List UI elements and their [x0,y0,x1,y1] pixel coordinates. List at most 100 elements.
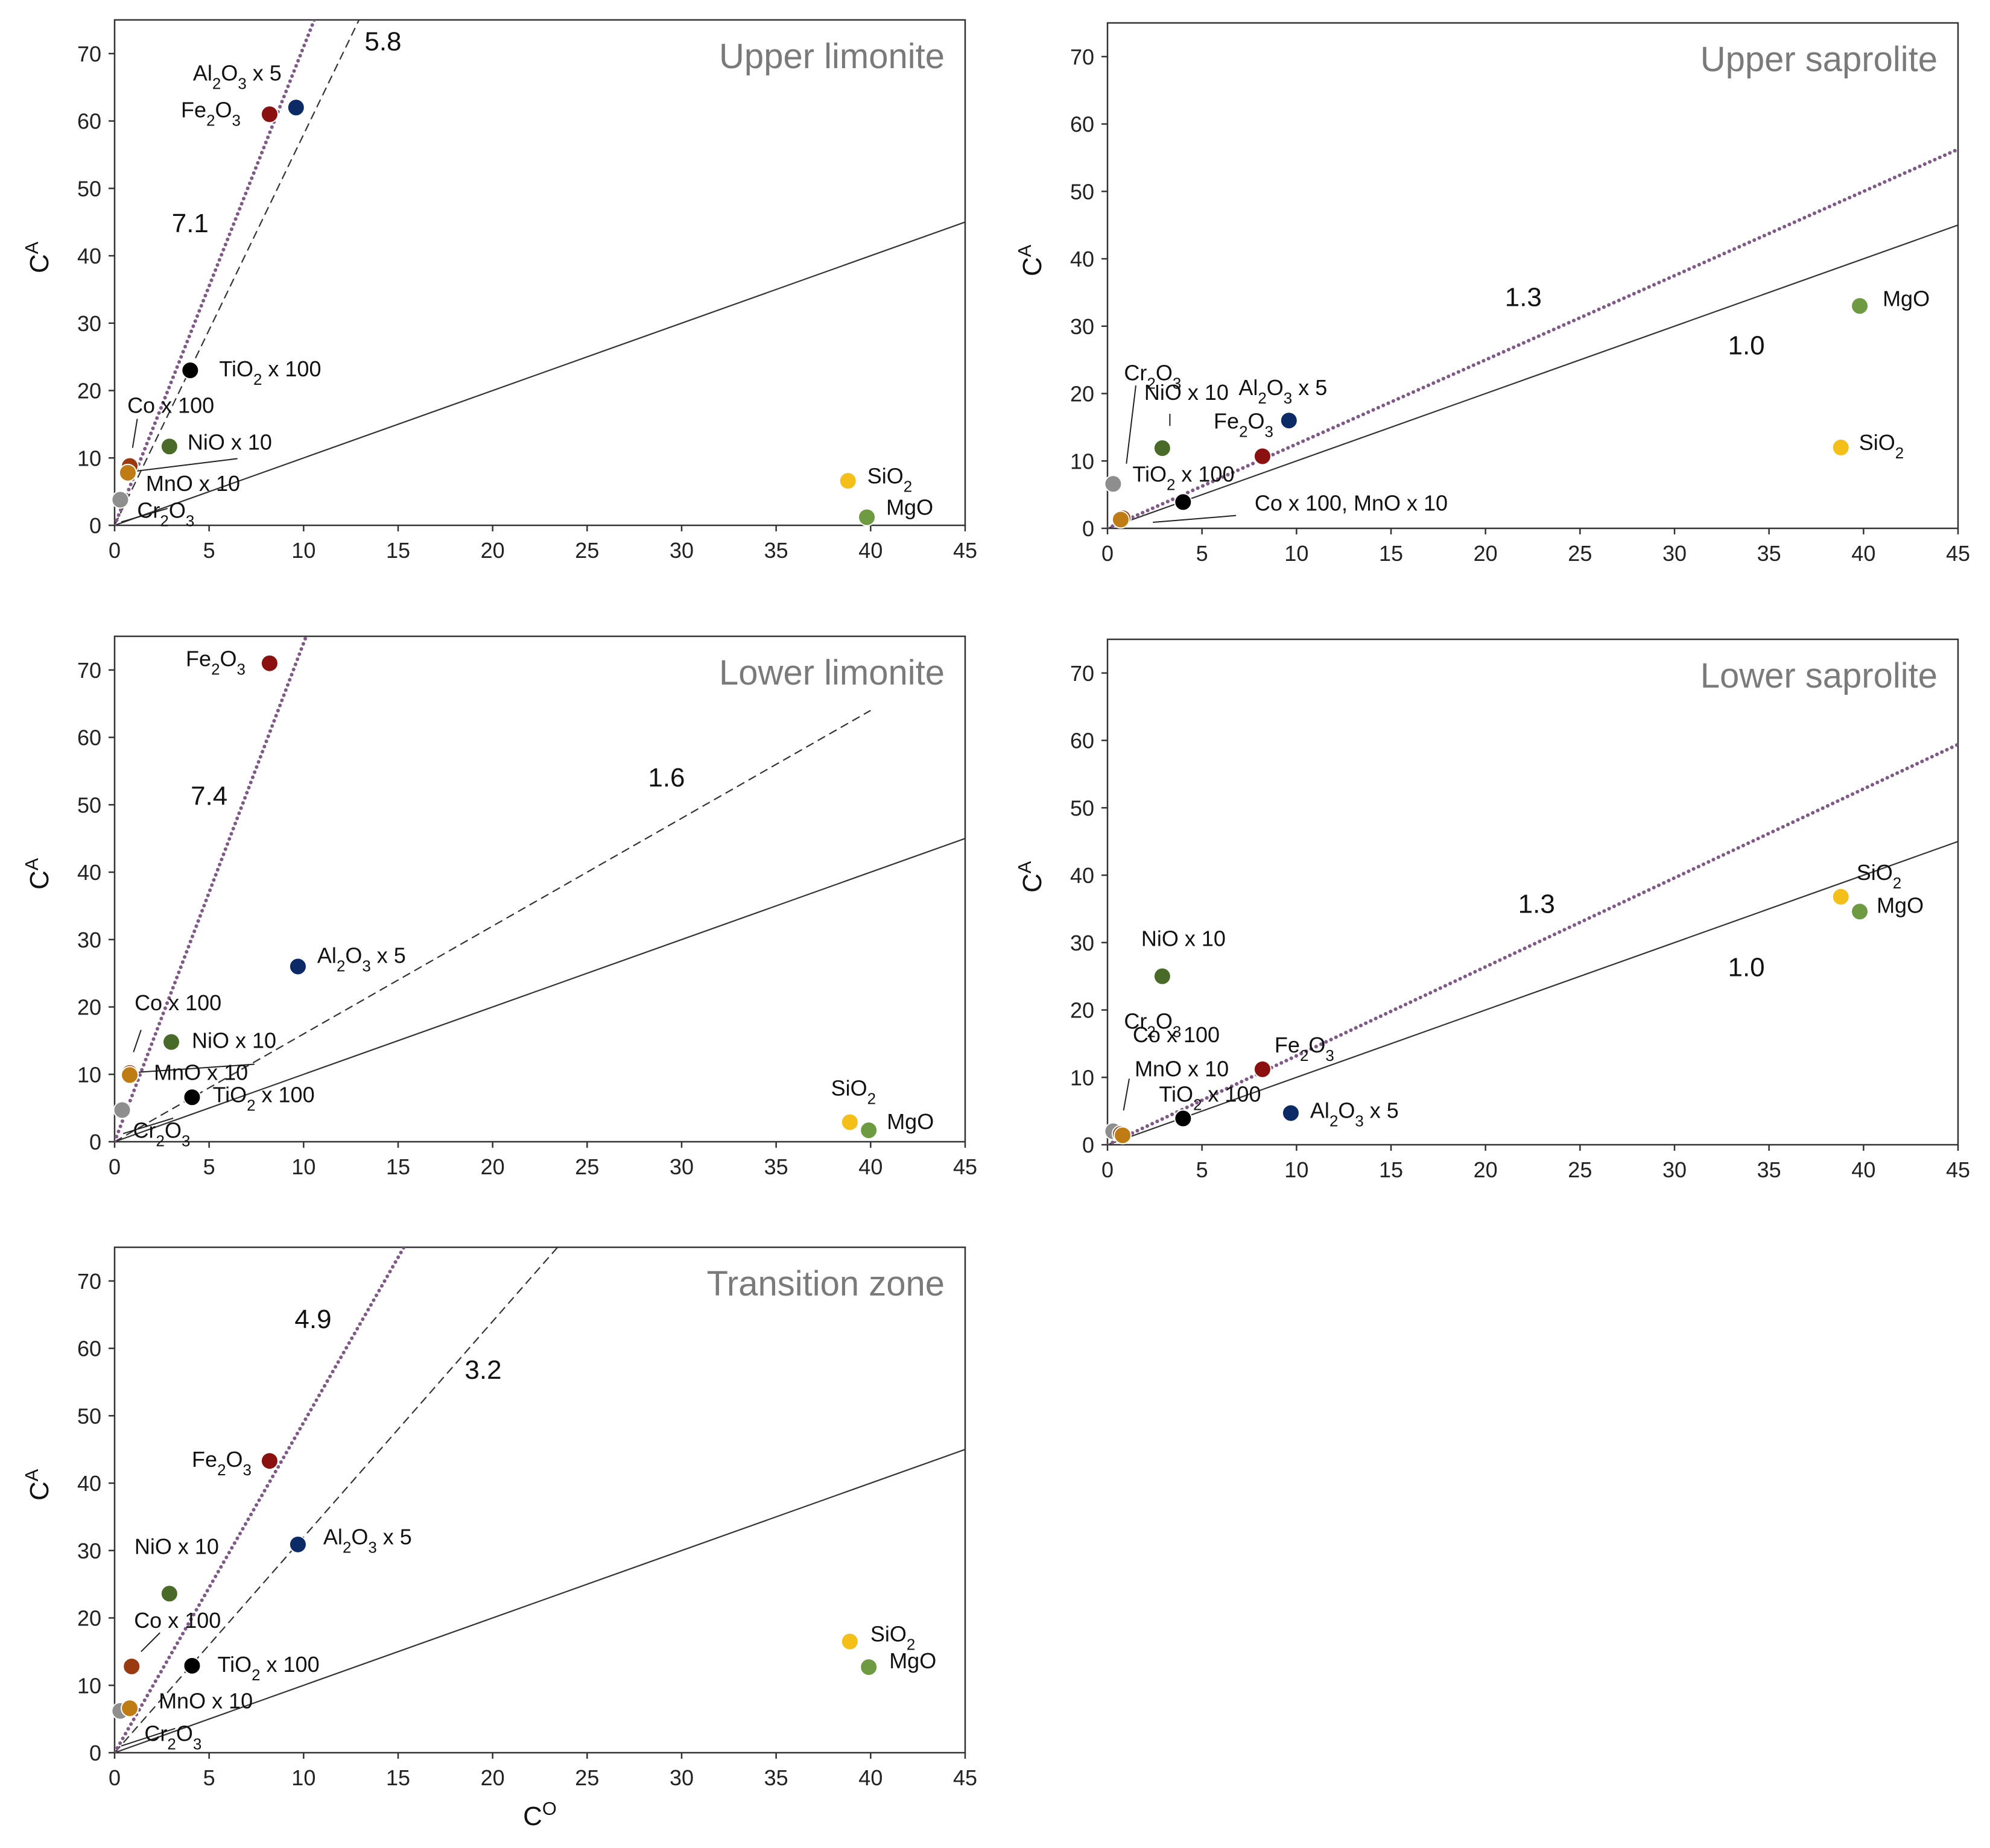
plot-frame [113,19,966,527]
point-label: Fe2O3 [1214,408,1273,440]
point-label: Al2O3 x 5 [1310,1098,1399,1130]
x-tick-label: 5 [1196,541,1208,566]
x-tick-label: 45 [953,538,977,563]
y-tick-label: 50 [1070,796,1094,820]
y-tick-label: 20 [1070,998,1094,1023]
x-tick-label: 10 [1284,1157,1308,1182]
reference-line-solid [115,221,965,525]
data-point-co-x-100 [122,1657,141,1676]
data-point-mgo [1851,297,1869,315]
y-tick-label: 70 [77,42,101,66]
point-label: TiO2 x 100 [1132,461,1234,493]
data-point-nio-x-10 [1153,967,1171,986]
point-label: TiO2 x 100 [217,1652,319,1684]
point-label: NiO x 10 [135,1534,219,1558]
panel-title: Upper limonite [719,37,945,76]
x-tick-label: 30 [670,1154,694,1179]
data-point-fe2o3 [1253,1060,1272,1078]
y-tick-label: 40 [77,860,101,885]
data-point-nio-x-10 [160,437,179,456]
x-tick-label: 5 [203,1765,215,1790]
panel-lower-limonite: 0 5 10 15 20 25 30 35 40 45 0 10 20 30 40 50 60 70 CA Lower… [21,635,977,1179]
data-point-cr2o3 [113,1101,132,1119]
point-label: NiO x 10 [1144,380,1229,405]
leader-line [133,1030,142,1052]
x-tick-label: 10 [291,538,315,563]
panel-transition-zone: 0 5 10 15 20 25 30 35 40 45 0 10 20 30 40 50 60 70 CA CO Tra… [21,1246,977,1832]
data-point-mno-x-10 [1111,510,1130,529]
data-point-al2o3-x-5 [1279,411,1298,430]
x-tick-label: 20 [481,1765,505,1790]
slope-label: 1.0 [1728,331,1764,361]
reference-line-solid [115,1449,965,1753]
data-point-mno-x-10 [121,1699,139,1718]
data-point-tio2-x-100 [183,1656,201,1675]
panel-lower-saprolite: 0 5 10 15 20 25 30 35 40 45 0 10 20 30 40 50 60 70 CA Lower… [1014,638,1970,1182]
y-tick-label: 0 [89,513,101,538]
point-label: Cr2O3 [1124,360,1181,392]
plot-frame [113,635,966,1143]
data-point-nio-x-10 [162,1033,180,1051]
x-axis-label: CO [523,1798,557,1832]
plot-frame [1106,22,1959,530]
reference-line-dotted [115,636,308,1142]
y-tick-label: 30 [1070,314,1094,339]
y-tick-label: 20 [1070,382,1094,407]
point-label: Cr2O3 [137,498,194,530]
data-point-nio-x-10 [160,1584,179,1603]
point-label: MnO x 10 [159,1688,253,1713]
point-label: MgO [889,1648,936,1673]
x-tick-label: 5 [1196,1157,1208,1182]
point-label: Fe2O3 [1275,1033,1334,1065]
x-tick-label: 25 [1568,541,1592,566]
data-point-tio2-x-100 [183,1088,201,1107]
x-tick-label: 35 [1757,541,1781,566]
x-tick-label: 40 [858,538,883,563]
data-point-al2o3-x-5 [288,957,307,976]
y-axis-label: CA [1014,244,1048,276]
leader-line [121,508,168,523]
leader-line [122,1117,174,1134]
slope-label: 3.2 [464,1355,501,1385]
slope-label: 1.0 [1728,953,1764,983]
y-tick-label: 30 [77,311,101,336]
point-label: NiO x 10 [192,1028,276,1053]
x-tick-label: 40 [1851,1157,1875,1182]
y-tick-label: 0 [89,1130,101,1154]
x-tick-label: 45 [953,1154,977,1179]
data-point-sio2 [1831,438,1850,457]
x-tick-label: 45 [1946,1157,1970,1182]
reference-line-solid [1107,841,1958,1145]
y-tick-label: 60 [1070,729,1094,753]
data-point-sio2 [838,472,857,490]
y-tick-label: 10 [77,1062,101,1087]
x-tick-label: 35 [764,538,788,563]
y-tick-label: 70 [1070,661,1094,686]
data-point-mno-x-10 [1114,1126,1132,1145]
point-label: NiO x 10 [1141,926,1226,951]
reference-line-dashed [115,1247,559,1753]
leader-line [133,458,238,472]
x-tick-label: 30 [670,538,694,563]
data-point-sio2 [840,1113,859,1131]
point-label: SiO2 [867,463,912,495]
data-point-sio2 [1831,887,1850,906]
reference-line-solid [115,838,965,1142]
y-tick-label: 70 [1070,45,1094,69]
y-tick-label: 20 [77,995,101,1020]
x-tick-label: 10 [291,1765,315,1790]
data-point-fe2o3 [1253,447,1272,466]
x-tick-label: 30 [670,1765,694,1790]
y-tick-label: 10 [77,446,101,470]
data-point-mgo [1851,902,1869,921]
leader-line [141,1632,160,1653]
reference-line-dotted [115,1247,406,1753]
x-tick-label: 5 [203,1154,215,1179]
point-label: MnO x 10 [154,1060,248,1084]
x-tick-label: 5 [203,538,215,563]
y-tick-label: 50 [77,793,101,817]
y-axis-label: CA [21,858,55,890]
reference-line-dashed [115,20,360,525]
leader-line [132,419,138,448]
data-point-fe2o3 [260,105,279,124]
